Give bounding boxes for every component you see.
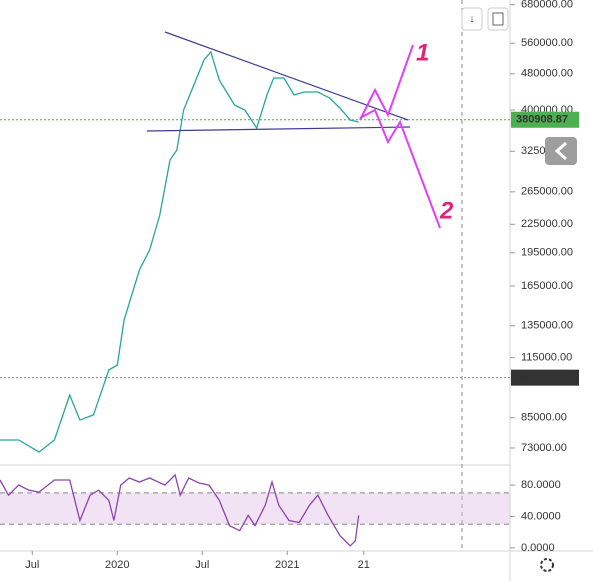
annotation-1: 1 [416,39,429,66]
price-label-box [511,369,579,386]
x-tick-label: Jul [25,559,39,571]
y-tick-label: 40.0000 [521,510,561,522]
y-tick-label: 265000.00 [521,186,573,198]
y-tick-label: 480000.00 [521,68,573,80]
gear-icon[interactable] [540,558,554,572]
y-tick-label: 680000.00 [521,0,573,11]
x-tick-label: Jul [195,559,209,571]
settings-icon [492,12,504,26]
series-line [0,473,360,547]
trendline-upper [164,31,409,121]
overlay: 680000.00560000.00480000.00400000.003250… [25,0,579,571]
x-tick-label: 21 [358,559,370,571]
collapse-button[interactable] [545,137,577,165]
x-tick-label: 2020 [105,559,129,571]
y-tick-label: 225000.00 [521,218,573,230]
plot [0,50,510,547]
x-tick-label: 2021 [275,559,299,571]
y-tick-label: 73000.00 [521,442,567,454]
price-label-box [511,111,579,128]
y-tick-label: 135000.00 [521,320,573,332]
price-label: 103998.65 [516,372,568,384]
scenario-1-path [359,44,414,121]
scenario-2-path [359,108,441,229]
settings-button[interactable] [487,7,509,31]
scroll-button[interactable] [461,7,483,31]
series-line [0,50,359,453]
collapse-icon [554,141,567,161]
scroll-icon: ↓ [469,13,475,25]
y-tick-label: 85000.00 [521,412,567,424]
trendline-lower [146,126,411,132]
y-tick-label: 115000.00 [521,352,572,364]
y-tick-label: 195000.00 [521,247,573,259]
annotation-2: 2 [439,197,454,224]
y-tick-label: 165000.00 [521,280,573,292]
price-label: 380908.87 [516,114,568,126]
y-tick-label: 80.0000 [521,479,561,491]
y-tick-label: 0.0000 [521,542,555,554]
y-tick-label: 560000.00 [521,37,573,49]
